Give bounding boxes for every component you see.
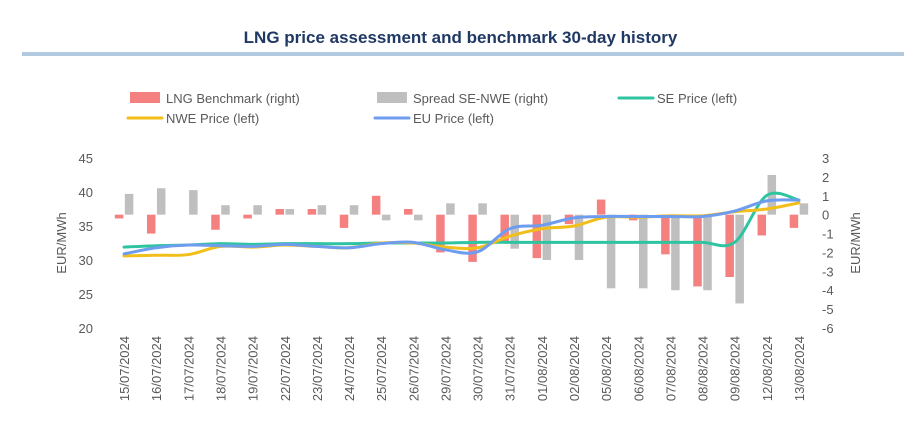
x-axis-tick: 08/08/2024 xyxy=(696,336,711,401)
right-axis-tick: -6 xyxy=(822,321,834,336)
right-axis-tick: 2 xyxy=(822,170,829,185)
right-axis-tick: -4 xyxy=(822,283,834,298)
left-axis-tick: 35 xyxy=(79,219,93,234)
bar-spread-se-nwe xyxy=(542,214,552,260)
right-axis-title: EUR/MWh xyxy=(848,212,863,273)
x-axis-tick: 25/07/2024 xyxy=(374,336,389,401)
chart-title: LNG price assessment and benchmark 30-da… xyxy=(243,28,678,47)
bar-lng-benchmark xyxy=(596,199,606,215)
bar-spread-se-nwe xyxy=(606,214,616,289)
bar-lng-benchmark xyxy=(243,214,252,219)
right-axis-tick: 1 xyxy=(822,189,829,204)
title-underline xyxy=(22,52,904,56)
legend-lng-benchmark-swatch xyxy=(130,92,160,103)
x-axis-tick: 22/07/2024 xyxy=(278,336,293,401)
bar-lng-benchmark xyxy=(757,214,767,236)
bar-lng-benchmark xyxy=(339,214,349,228)
bar-lng-benchmark xyxy=(307,209,317,215)
bar-spread-se-nwe xyxy=(510,214,519,249)
bar-lng-benchmark xyxy=(468,214,477,262)
bar-lng-benchmark xyxy=(693,214,702,287)
legend-se-price-label: SE Price (left) xyxy=(657,91,737,106)
bar-lng-benchmark xyxy=(436,214,445,253)
bar-spread-se-nwe xyxy=(253,205,262,215)
bar-lng-benchmark xyxy=(211,214,220,230)
line-eu-price xyxy=(122,198,801,256)
x-axis-tick: 12/08/2024 xyxy=(760,336,775,401)
x-axis-tick: 31/07/2024 xyxy=(503,336,518,401)
x-axis-tick: 17/07/2024 xyxy=(181,336,196,401)
bar-lng-benchmark xyxy=(500,214,509,243)
x-axis-tick: 09/08/2024 xyxy=(728,336,743,401)
bar-lng-benchmark xyxy=(661,214,670,255)
bar-spread-se-nwe xyxy=(156,188,166,215)
bar-lng-benchmark xyxy=(114,214,124,219)
bar-spread-se-nwe xyxy=(124,193,134,215)
right-axis-tick: 3 xyxy=(822,151,829,166)
legend-nwe-price-label: NWE Price (left) xyxy=(166,111,259,126)
x-axis-tick: 29/07/2024 xyxy=(438,336,453,401)
bar-spread-se-nwe xyxy=(317,205,327,215)
left-axis-tick: 45 xyxy=(79,151,93,166)
bar-spread-se-nwe xyxy=(414,214,423,221)
x-axis-tick: 30/07/2024 xyxy=(471,336,486,401)
x-axis-tick: 13/08/2024 xyxy=(792,336,807,401)
right-axis-tick: -2 xyxy=(822,245,834,260)
bar-spread-se-nwe xyxy=(446,203,455,215)
x-axis-tick: 07/08/2024 xyxy=(663,336,678,401)
left-axis-tick: 40 xyxy=(79,185,93,200)
bar-spread-se-nwe xyxy=(285,209,294,215)
x-axis-tick: 23/07/2024 xyxy=(310,336,325,401)
bar-lng-benchmark xyxy=(146,214,156,234)
bar-lng-benchmark xyxy=(404,209,413,215)
bar-spread-se-nwe xyxy=(189,190,198,215)
left-axis-tick: 25 xyxy=(79,287,93,302)
x-axis-tick: 18/07/2024 xyxy=(213,336,228,401)
bar-spread-se-nwe xyxy=(574,214,584,260)
legend-eu-price-label: EU Price (left) xyxy=(413,111,494,126)
bar-spread-se-nwe xyxy=(703,214,712,291)
right-axis-tick: -5 xyxy=(822,302,834,317)
legend-spread-se-nwe-label: Spread SE-NWE (right) xyxy=(413,91,548,106)
right-axis-tick: -1 xyxy=(822,227,834,242)
left-axis-tick: 30 xyxy=(79,253,93,268)
bar-spread-se-nwe xyxy=(221,205,230,215)
x-axis-tick: 16/07/2024 xyxy=(149,336,164,401)
x-axis-tick: 19/07/2024 xyxy=(246,336,261,401)
line-se-price xyxy=(122,191,801,249)
x-axis-tick: 24/07/2024 xyxy=(342,336,357,401)
bar-spread-se-nwe xyxy=(381,214,391,221)
x-axis-tick: 01/08/2024 xyxy=(535,336,550,401)
right-axis-tick: -3 xyxy=(822,264,834,279)
x-axis-tick: 06/08/2024 xyxy=(631,336,646,401)
left-axis-tick: 20 xyxy=(79,321,93,336)
bar-spread-se-nwe xyxy=(349,205,359,215)
left-axis-title: EUR/MWh xyxy=(54,212,69,273)
bar-lng-benchmark xyxy=(371,195,381,215)
bar-spread-se-nwe xyxy=(735,214,744,304)
bar-spread-se-nwe xyxy=(671,214,680,291)
x-axis-tick: 02/08/2024 xyxy=(567,336,582,401)
bar-lng-benchmark xyxy=(789,214,799,228)
bar-spread-se-nwe xyxy=(639,214,648,289)
bar-lng-benchmark xyxy=(275,209,284,215)
bar-lng-benchmark xyxy=(532,214,542,259)
bar-spread-se-nwe xyxy=(799,203,809,215)
x-axis-tick: 15/07/2024 xyxy=(117,336,132,401)
x-axis-tick: 05/08/2024 xyxy=(599,336,614,401)
legend-lng-benchmark-label: LNG Benchmark (right) xyxy=(166,91,300,106)
bar-spread-se-nwe xyxy=(478,203,487,215)
right-axis-tick: 0 xyxy=(822,208,829,223)
x-axis-tick: 26/07/2024 xyxy=(406,336,421,401)
legend-spread-se-nwe-swatch xyxy=(377,92,407,103)
